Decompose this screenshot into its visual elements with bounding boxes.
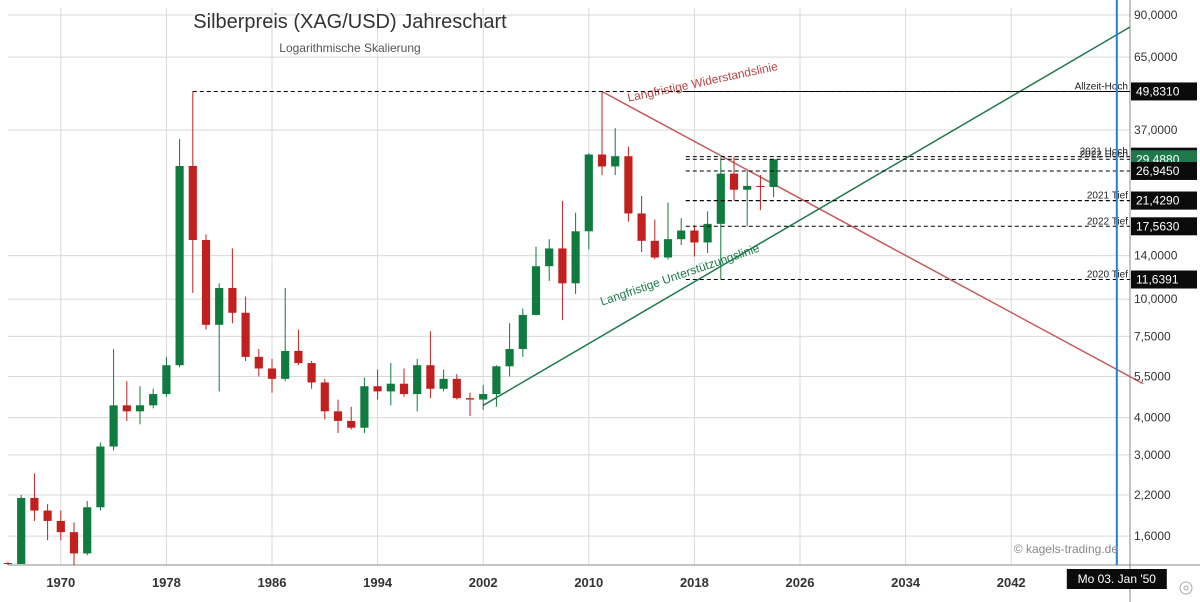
price-level-label: Allzeit-Hoch bbox=[1075, 81, 1128, 92]
candle-body bbox=[268, 368, 276, 378]
candle-body bbox=[57, 521, 65, 532]
candle-body bbox=[308, 363, 316, 382]
candle-body bbox=[136, 405, 144, 411]
price-level-label: 2022 Tief bbox=[1087, 216, 1128, 227]
y-tick-label: 1,6000 bbox=[1134, 529, 1171, 543]
candle-body bbox=[30, 498, 38, 511]
candle-body bbox=[466, 398, 474, 399]
candle-body bbox=[70, 532, 78, 553]
candle-body bbox=[360, 386, 368, 428]
x-tick-label: 1986 bbox=[258, 575, 287, 590]
price-axis-box-value: 21,4290 bbox=[1136, 194, 1180, 208]
candle-body bbox=[624, 156, 632, 213]
y-tick-label: 90,0000 bbox=[1134, 8, 1178, 22]
candle-body bbox=[730, 174, 738, 190]
candle-body bbox=[321, 382, 329, 411]
candle-body bbox=[255, 357, 263, 369]
candle-body bbox=[756, 186, 764, 187]
candle-body bbox=[387, 384, 395, 392]
y-tick-label: 14,0000 bbox=[1134, 249, 1178, 263]
candle-body bbox=[506, 349, 514, 366]
price-chart-svg: Langfristige WiderstandslinieLangfristig… bbox=[0, 0, 1200, 602]
candle-body bbox=[638, 213, 646, 240]
x-tick-label: 1994 bbox=[363, 575, 393, 590]
candle-body bbox=[242, 313, 250, 357]
candle-body bbox=[453, 379, 461, 398]
x-tick-label: 1978 bbox=[152, 575, 181, 590]
candle-body bbox=[374, 386, 382, 391]
candle-body bbox=[532, 266, 540, 315]
x-tick-label: 2042 bbox=[997, 575, 1026, 590]
price-axis-box-value: 17,5630 bbox=[1136, 219, 1180, 233]
candle-body bbox=[334, 411, 342, 421]
y-tick-label: 37,0000 bbox=[1134, 123, 1178, 137]
candle-body bbox=[215, 288, 223, 325]
candle-body bbox=[294, 351, 302, 363]
y-tick-label: 2,2000 bbox=[1134, 488, 1171, 502]
watermark: © kagels-trading.de bbox=[1014, 542, 1119, 556]
candle-body bbox=[176, 166, 184, 365]
candle-body bbox=[123, 405, 131, 411]
candle-body bbox=[413, 365, 421, 394]
y-tick-label: 10,0000 bbox=[1134, 292, 1178, 306]
candle-body bbox=[347, 421, 355, 428]
candle-body bbox=[651, 241, 659, 258]
x-tick-label: 2010 bbox=[574, 575, 603, 590]
candle-body bbox=[690, 231, 698, 243]
price-axis-box-value: 49,8310 bbox=[1136, 84, 1180, 98]
candle-body bbox=[189, 166, 197, 240]
candle-body bbox=[664, 239, 672, 257]
x-tick-label: 2026 bbox=[786, 575, 815, 590]
candle-body bbox=[677, 231, 685, 240]
candle-body bbox=[492, 366, 500, 394]
price-level-label: 2020 Tief bbox=[1087, 270, 1128, 281]
y-tick-label: 7,5000 bbox=[1134, 329, 1171, 343]
candle-body bbox=[110, 405, 118, 446]
candle-body bbox=[545, 248, 553, 266]
y-tick-label: 65,0000 bbox=[1134, 50, 1178, 64]
candle-body bbox=[96, 447, 104, 508]
x-tick-label: 2034 bbox=[891, 575, 921, 590]
candle-body bbox=[83, 507, 91, 553]
candle-body bbox=[4, 563, 12, 564]
candle-body bbox=[202, 240, 210, 325]
candle-body bbox=[228, 288, 236, 313]
y-tick-label: 4,0000 bbox=[1134, 411, 1171, 425]
x-tick-label: 2018 bbox=[680, 575, 709, 590]
y-tick-label: 3,0000 bbox=[1134, 448, 1171, 462]
price-axis-box-value: 11,6391 bbox=[1136, 273, 1179, 287]
candle-body bbox=[743, 186, 751, 190]
candle-body bbox=[558, 248, 566, 283]
candle-body bbox=[400, 384, 408, 394]
candle-body bbox=[281, 351, 289, 379]
candle-body bbox=[770, 159, 778, 187]
candle-body bbox=[717, 174, 725, 224]
candle-body bbox=[479, 394, 487, 400]
candle-body bbox=[440, 379, 448, 389]
candle-body bbox=[162, 365, 170, 394]
candle-body bbox=[519, 315, 527, 349]
chart-subtitle: Logarithmische Skalierung bbox=[279, 41, 420, 55]
candle-body bbox=[598, 155, 606, 167]
candle-body bbox=[44, 511, 52, 521]
x-tick-label: 1970 bbox=[46, 575, 75, 590]
x-tick-label: 2002 bbox=[469, 575, 498, 590]
candle-body bbox=[149, 394, 157, 405]
candle-body bbox=[585, 155, 593, 232]
candle-body bbox=[17, 498, 25, 564]
chart-title: Silberpreis (XAG/USD) Jahreschart bbox=[193, 11, 507, 33]
candle-body bbox=[426, 365, 434, 389]
price-level-label: 2021 Tief bbox=[1087, 191, 1128, 202]
chart-container: { "title": "Silberpreis (XAG/USD) Jahres… bbox=[0, 0, 1200, 602]
candle-body bbox=[611, 156, 619, 166]
y-tick-label: 5,5000 bbox=[1134, 369, 1171, 383]
price-level-label: 2022 Hoch bbox=[1080, 149, 1128, 160]
candle-body bbox=[572, 231, 580, 283]
cursor-date-text: Mo 03. Jan '50 bbox=[1078, 572, 1157, 586]
price-axis-box-value: 26,9450 bbox=[1136, 164, 1180, 178]
